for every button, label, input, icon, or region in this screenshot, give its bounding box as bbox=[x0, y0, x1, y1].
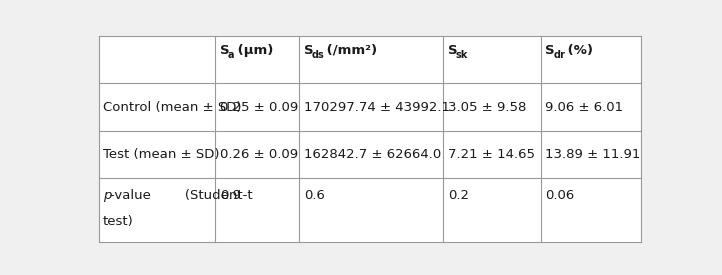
Text: S: S bbox=[448, 44, 458, 57]
Text: Test (mean ± SD): Test (mean ± SD) bbox=[103, 148, 219, 161]
Text: 0.25 ± 0.09: 0.25 ± 0.09 bbox=[219, 101, 298, 114]
Text: 0.9: 0.9 bbox=[219, 189, 240, 202]
Text: 3.05 ± 9.58: 3.05 ± 9.58 bbox=[448, 101, 526, 114]
Text: 0.2: 0.2 bbox=[448, 189, 469, 202]
Text: S: S bbox=[219, 44, 230, 57]
Text: dr: dr bbox=[554, 50, 565, 59]
Text: Control (mean ± SD): Control (mean ± SD) bbox=[103, 101, 242, 114]
Text: 7.21 ± 14.65: 7.21 ± 14.65 bbox=[448, 148, 535, 161]
Text: 9.06 ± 6.01: 9.06 ± 6.01 bbox=[546, 101, 624, 114]
Text: 13.89 ± 11.91: 13.89 ± 11.91 bbox=[546, 148, 641, 161]
Text: (μm): (μm) bbox=[233, 44, 273, 57]
Text: (/mm²): (/mm²) bbox=[322, 44, 377, 57]
Text: 0.26 ± 0.09: 0.26 ± 0.09 bbox=[219, 148, 298, 161]
Text: 162842.7 ± 62664.0: 162842.7 ± 62664.0 bbox=[304, 148, 441, 161]
Text: test): test) bbox=[103, 215, 134, 228]
Text: S: S bbox=[546, 44, 555, 57]
Text: (%): (%) bbox=[562, 44, 593, 57]
Text: sk: sk bbox=[456, 50, 468, 59]
Text: S: S bbox=[304, 44, 313, 57]
Text: a: a bbox=[228, 50, 235, 59]
Text: 0.06: 0.06 bbox=[546, 189, 575, 202]
Text: ds: ds bbox=[312, 50, 325, 59]
Text: 0.6: 0.6 bbox=[304, 189, 325, 202]
Text: 170297.74 ± 43992.1: 170297.74 ± 43992.1 bbox=[304, 101, 450, 114]
Text: p: p bbox=[103, 189, 111, 202]
Text: -value        (Student-t: -value (Student-t bbox=[110, 189, 252, 202]
